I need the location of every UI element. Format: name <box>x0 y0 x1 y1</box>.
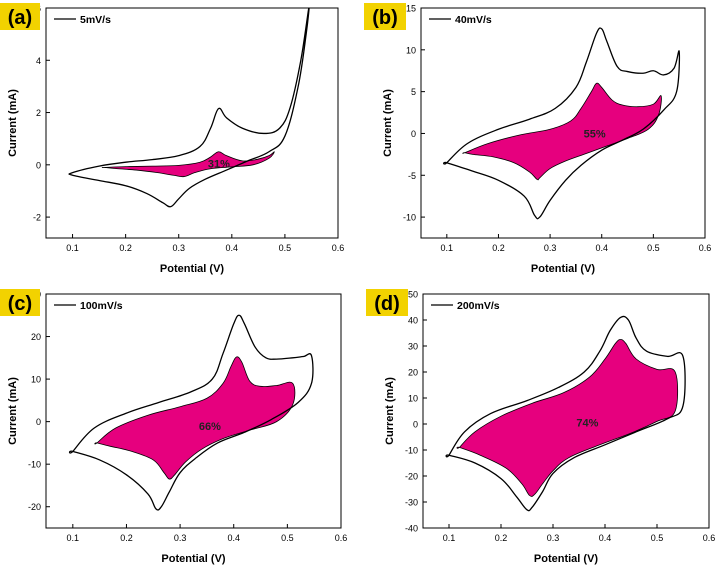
y-tick-label: -20 <box>405 472 418 482</box>
x-tick-label: 0.3 <box>172 243 185 253</box>
x-tick-label: 0.4 <box>599 533 612 543</box>
y-axis-title: Current (mA) <box>382 89 394 157</box>
x-tick-label: 0.3 <box>547 533 560 543</box>
y-tick-label: 4 <box>36 56 41 66</box>
x-axis-title: Potential (V) <box>531 263 596 275</box>
y-tick-label: -2 <box>33 213 41 223</box>
panel-badge <box>366 289 408 316</box>
chart-panel-1: 0.10.20.30.40.50.6-20246Potential (V)Cur… <box>0 3 344 275</box>
panel-letter: (d) <box>374 293 400 315</box>
x-tick-label: 0.5 <box>279 243 292 253</box>
x-tick-label: 0.3 <box>174 533 187 543</box>
legend-label: 40mV/s <box>455 14 492 26</box>
x-tick-label: 0.2 <box>495 533 508 543</box>
y-tick-label: -30 <box>405 498 418 508</box>
series-group <box>445 315 686 512</box>
x-axis-title: Potential (V) <box>160 263 225 275</box>
cv-curve <box>68 8 310 208</box>
plot-frame <box>45 7 339 239</box>
x-tick-label: 0.1 <box>441 243 454 253</box>
y-tick-label: 30 <box>408 342 418 352</box>
x-tick-label: 0.6 <box>332 243 345 253</box>
capacitive-area <box>101 151 275 178</box>
legend-label: 5mV/s <box>80 14 111 26</box>
x-tick-label: 0.6 <box>335 533 348 543</box>
capacitive-area <box>456 339 679 497</box>
x-tick-label: 0.5 <box>281 533 294 543</box>
y-tick-label: 10 <box>406 45 416 55</box>
panel-letter: (a) <box>8 7 32 29</box>
y-axis-title: Current (mA) <box>384 377 396 445</box>
y-tick-label: 20 <box>408 368 418 378</box>
y-tick-label: 5 <box>411 87 416 97</box>
plot-frame <box>45 293 342 529</box>
y-tick-label: 0 <box>413 420 418 430</box>
panel-letter: (b) <box>372 7 398 29</box>
y-tick-label: 15 <box>406 4 416 14</box>
panel-badge <box>0 289 40 316</box>
x-tick-label: 0.1 <box>443 533 456 543</box>
series-group <box>443 27 681 220</box>
legend-label: 100mV/s <box>80 300 123 312</box>
cv-curve <box>68 314 314 511</box>
legend-label: 200mV/s <box>457 300 500 312</box>
x-axis-title: Potential (V) <box>161 553 226 565</box>
x-tick-label: 0.2 <box>119 243 132 253</box>
x-tick-label: 0.4 <box>226 243 239 253</box>
x-tick-label: 0.4 <box>595 243 608 253</box>
percentage-annotation: 74% <box>576 418 598 430</box>
y-tick-label: -10 <box>28 460 41 470</box>
y-tick-label: 10 <box>31 375 41 385</box>
series-group <box>68 8 310 208</box>
y-axis-title: Current (mA) <box>7 377 19 445</box>
y-tick-label: -40 <box>405 524 418 534</box>
y-tick-label: 0 <box>411 129 416 139</box>
y-tick-label: 2 <box>36 108 41 118</box>
x-tick-label: 0.5 <box>651 533 664 543</box>
x-tick-label: 0.1 <box>66 243 79 253</box>
cv-curve <box>445 315 686 512</box>
x-tick-label: 0.2 <box>120 533 133 543</box>
percentage-annotation: 66% <box>199 421 221 433</box>
panel-letter: (c) <box>8 293 32 315</box>
percentage-annotation: 55% <box>584 128 606 140</box>
x-tick-label: 0.5 <box>647 243 660 253</box>
y-tick-label: -5 <box>408 171 416 181</box>
cv-curve <box>443 27 681 220</box>
x-axis-title: Potential (V) <box>534 553 599 565</box>
y-tick-label: 10 <box>408 394 418 404</box>
y-tick-label: 20 <box>31 332 41 342</box>
x-tick-label: 0.3 <box>544 243 557 253</box>
capacitive-area <box>94 356 296 480</box>
y-tick-label: 0 <box>36 160 41 170</box>
panel-badge <box>364 3 406 30</box>
y-tick-label: -10 <box>403 213 416 223</box>
x-tick-label: 0.1 <box>67 533 80 543</box>
panel-badge <box>0 3 40 30</box>
chart-panel-2: 0.1 0.2 0.3 0.4 0.5 0.6 -10 -5 0 5 10 15 Potential (… <box>364 3 711 275</box>
chart-panel-4: 0.1 0.2 0.3 0.4 0.5 0.6 -40 -30 -20 -10 0 10 20 30 40 5… <box>366 289 715 565</box>
plot-frame <box>422 293 710 529</box>
series-group <box>68 314 314 511</box>
y-tick-label: -20 <box>28 502 41 512</box>
y-tick-label: 40 <box>408 316 418 326</box>
plot-frame <box>420 7 706 239</box>
chart-panel-3: 0.10.20.30.40.50.6-20-100102030Potential… <box>0 289 347 565</box>
x-tick-label: 0.6 <box>699 243 712 253</box>
y-tick-label: -10 <box>405 446 418 456</box>
y-tick-label: 0 <box>36 417 41 427</box>
y-tick-label: 50 <box>408 290 418 300</box>
x-tick-label: 0.6 <box>703 533 716 543</box>
x-tick-label: 0.2 <box>492 243 505 253</box>
percentage-annotation: 31% <box>208 159 230 171</box>
y-axis-title: Current (mA) <box>7 89 19 157</box>
x-tick-label: 0.4 <box>227 533 240 543</box>
